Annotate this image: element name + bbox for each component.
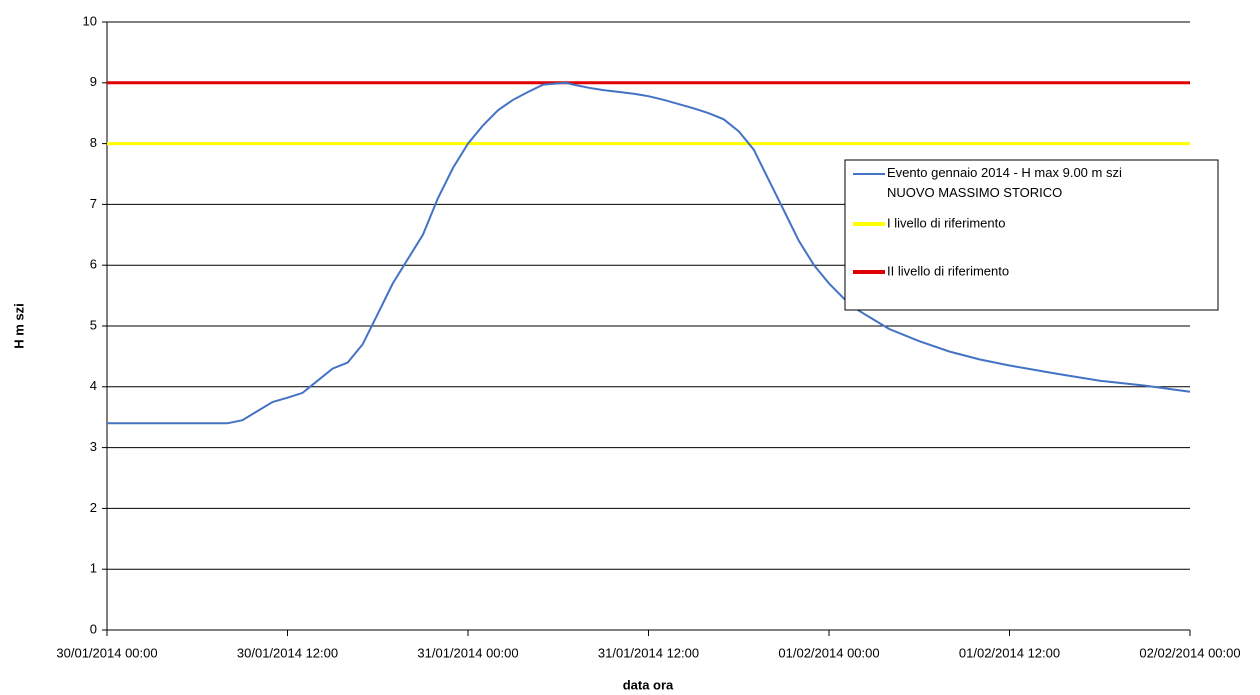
legend-box (844, 159, 1219, 311)
y-tick-label: 0 (90, 621, 97, 636)
y-tick-label: 5 (90, 317, 97, 332)
x-axis-title: data ora (623, 677, 674, 692)
x-tick-label: 31/01/2014 12:00 (598, 645, 699, 660)
y-tick-label: 10 (83, 13, 97, 28)
y-tick-label: 9 (90, 74, 97, 89)
legend-label: I livello di riferimento (887, 215, 1006, 230)
y-tick-label: 6 (90, 257, 97, 272)
legend-label: Evento gennaio 2014 - H max 9.00 m szi NU… (887, 165, 1122, 200)
x-tick-label: 30/01/2014 12:00 (237, 645, 338, 660)
y-tick-label: 3 (90, 439, 97, 454)
y-axis-title: H m szi (11, 303, 26, 349)
y-tick-label: 8 (90, 135, 97, 150)
data-line (107, 81, 1191, 425)
x-tick-label: 01/02/2014 00:00 (778, 645, 879, 660)
legend-label: II livello di riferimento (887, 263, 1009, 278)
y-tick-label: 2 (90, 500, 97, 515)
y-tick-label: 4 (90, 378, 97, 393)
x-tick-label: 31/01/2014 00:00 (417, 645, 518, 660)
y-tick-label: 7 (90, 196, 97, 211)
x-tick-label: 02/02/2014 00:00 (1139, 645, 1240, 660)
x-tick-label: 30/01/2014 00:00 (56, 645, 157, 660)
y-tick-label: 1 (90, 561, 97, 576)
x-tick-label: 01/02/2014 12:00 (959, 645, 1060, 660)
